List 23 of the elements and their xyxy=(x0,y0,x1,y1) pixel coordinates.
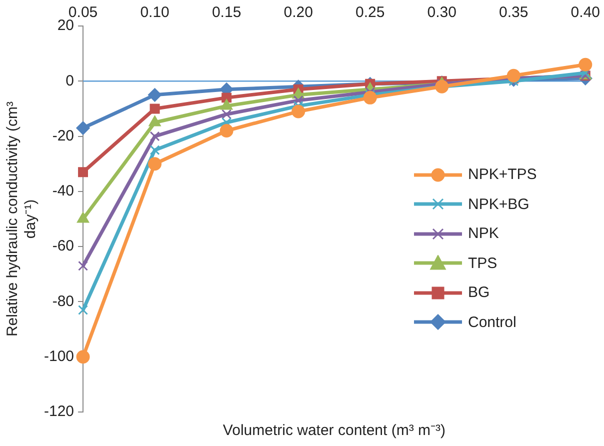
x-tick-label: 0.15 xyxy=(212,4,242,22)
legend-label: NPK xyxy=(468,225,499,242)
y-tick-label: -100 xyxy=(44,348,74,365)
y-tick-label: -60 xyxy=(52,238,74,255)
legend-label: BG xyxy=(468,284,490,302)
y-tick-label: -40 xyxy=(52,182,74,200)
y-tick-label: -80 xyxy=(52,292,74,310)
x-axis-title: Volumetric water content (m³ m⁻³) xyxy=(222,422,446,440)
x-tick-label: 0.35 xyxy=(499,4,528,22)
y-tick-label: 20 xyxy=(57,17,74,34)
x-tick-label: 0.20 xyxy=(284,4,313,22)
y-tick-label: -120 xyxy=(44,403,74,420)
y-axis-title: Relative hydraulic conductivity (cm³ day⁻¹) xyxy=(4,101,40,337)
legend-label: TPS xyxy=(468,254,498,272)
x-tick-label: 0.30 xyxy=(427,4,456,22)
legend-label: NPK+BG xyxy=(468,196,530,213)
legend-label: Control xyxy=(468,314,516,331)
x-tick-label: 0.40 xyxy=(570,4,600,22)
legend-label: NPK+TPS xyxy=(468,166,537,184)
y-tick-label: 0 xyxy=(66,72,74,90)
x-tick-label: 0.25 xyxy=(355,4,385,22)
x-tick-label: 0.10 xyxy=(140,4,170,22)
y-tick-label: -20 xyxy=(52,127,74,144)
